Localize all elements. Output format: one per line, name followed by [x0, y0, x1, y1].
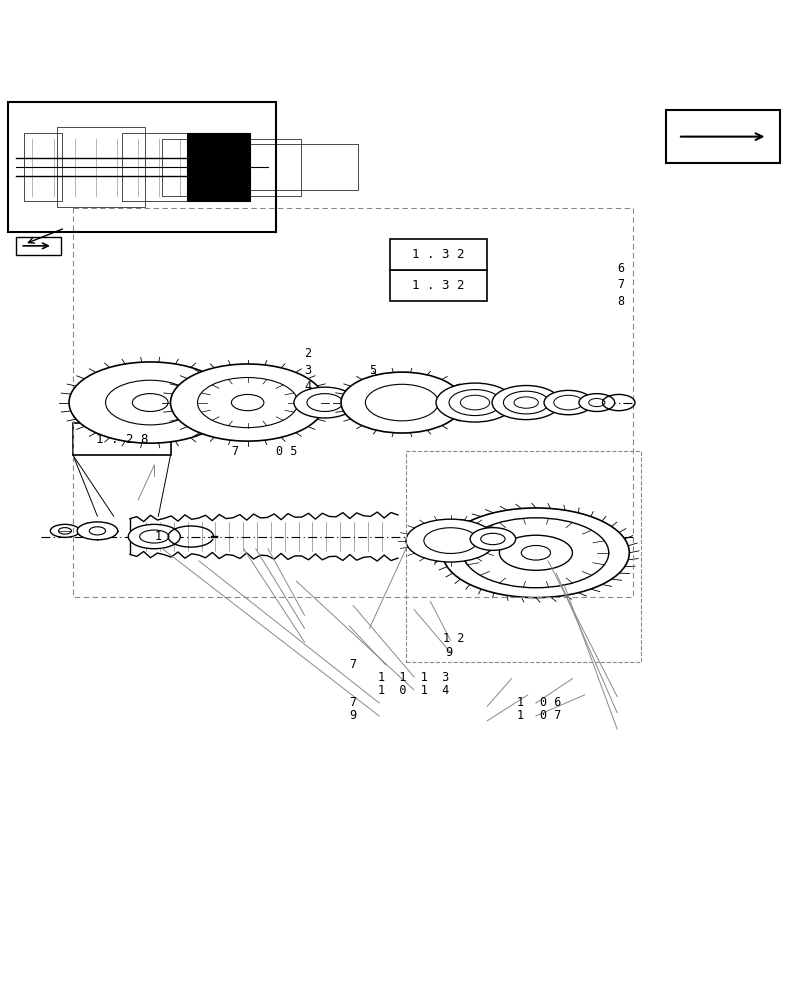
- Bar: [73, 423, 170, 455]
- Text: 1: 1: [516, 709, 523, 722]
- Ellipse shape: [578, 394, 614, 411]
- Ellipse shape: [105, 380, 195, 425]
- Text: 1  1  1  3: 1 1 1 3: [377, 671, 448, 684]
- Text: 0 6: 0 6: [539, 696, 560, 709]
- Text: 7: 7: [349, 658, 356, 671]
- Ellipse shape: [406, 519, 495, 562]
- Text: 1 . 2 8: 1 . 2 8: [96, 433, 148, 446]
- Ellipse shape: [294, 387, 355, 418]
- Ellipse shape: [231, 394, 264, 411]
- Text: 1  0  1  4: 1 0 1 4: [377, 684, 448, 697]
- Ellipse shape: [423, 528, 477, 553]
- Ellipse shape: [460, 395, 489, 410]
- Bar: [665, 110, 779, 163]
- Text: 1 . 3 2: 1 . 3 2: [412, 248, 464, 261]
- Ellipse shape: [139, 530, 169, 543]
- Text: 1 2: 1 2: [442, 632, 463, 645]
- Bar: [389, 239, 487, 270]
- Text: 2: 2: [304, 347, 311, 360]
- Ellipse shape: [77, 522, 118, 540]
- Ellipse shape: [128, 524, 180, 549]
- Ellipse shape: [58, 528, 71, 534]
- Ellipse shape: [50, 524, 79, 537]
- Bar: [187, 133, 250, 201]
- Ellipse shape: [588, 399, 604, 407]
- Ellipse shape: [442, 508, 629, 598]
- Ellipse shape: [197, 377, 298, 428]
- Ellipse shape: [436, 383, 513, 422]
- Ellipse shape: [503, 391, 548, 414]
- Text: 9: 9: [349, 709, 356, 722]
- Bar: [16, 237, 61, 255]
- Ellipse shape: [341, 372, 462, 433]
- Ellipse shape: [470, 528, 515, 550]
- Text: 1: 1: [516, 696, 523, 709]
- Text: 0 5: 0 5: [276, 445, 297, 458]
- Ellipse shape: [462, 518, 608, 588]
- Bar: [389, 270, 487, 301]
- Ellipse shape: [132, 394, 168, 411]
- Ellipse shape: [521, 545, 550, 560]
- Ellipse shape: [491, 386, 560, 420]
- Text: 0 7: 0 7: [539, 709, 560, 722]
- Bar: [195, 144, 358, 190]
- Ellipse shape: [448, 390, 500, 416]
- Text: 8: 8: [616, 295, 624, 308]
- Text: 6: 6: [616, 262, 624, 275]
- Text: 4: 4: [304, 380, 311, 393]
- Text: 7: 7: [231, 445, 238, 458]
- Bar: [57, 127, 144, 207]
- Text: 5: 5: [369, 364, 376, 377]
- Bar: [122, 133, 222, 201]
- Bar: [24, 133, 62, 201]
- Ellipse shape: [307, 394, 342, 411]
- Bar: [8, 102, 276, 232]
- Text: 1: 1: [154, 530, 161, 543]
- Text: 7: 7: [616, 278, 624, 291]
- Ellipse shape: [170, 364, 324, 441]
- Text: 1 . 3 2: 1 . 3 2: [412, 279, 464, 292]
- Bar: [162, 139, 300, 196]
- Ellipse shape: [480, 533, 504, 545]
- Text: 9: 9: [444, 646, 452, 659]
- Ellipse shape: [553, 395, 582, 410]
- Ellipse shape: [499, 535, 572, 570]
- Text: 7: 7: [349, 696, 356, 709]
- Ellipse shape: [513, 397, 538, 408]
- Text: 3: 3: [304, 364, 311, 377]
- Ellipse shape: [69, 362, 231, 443]
- Ellipse shape: [543, 390, 592, 415]
- Ellipse shape: [89, 527, 105, 535]
- Ellipse shape: [365, 384, 438, 421]
